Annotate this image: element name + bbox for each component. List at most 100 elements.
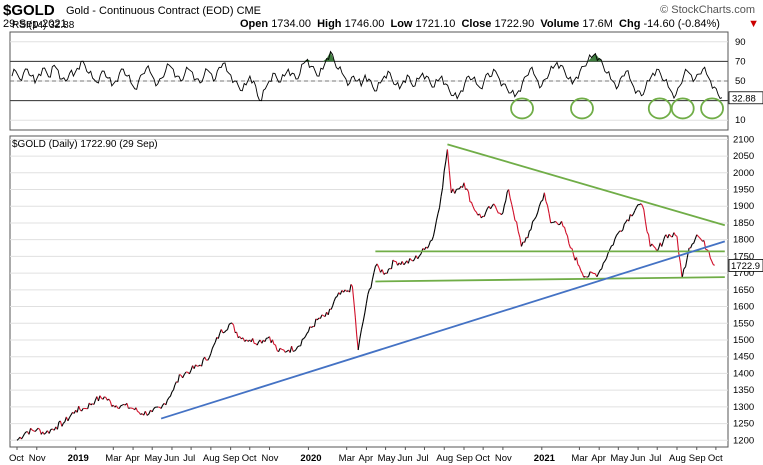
price-segment bbox=[581, 273, 585, 278]
price-segment bbox=[213, 341, 216, 346]
price-segment bbox=[168, 395, 171, 399]
price-segment bbox=[475, 211, 479, 216]
volume-value: 17.6M bbox=[582, 18, 613, 30]
price-segment bbox=[37, 427, 41, 430]
price-tick-label: 1850 bbox=[733, 218, 754, 229]
price-segment bbox=[93, 400, 96, 405]
price-segment bbox=[711, 260, 714, 265]
price-segment bbox=[678, 252, 681, 263]
price-segment bbox=[228, 322, 231, 325]
price-segment bbox=[104, 396, 107, 398]
price-segment bbox=[604, 258, 607, 262]
price-segment bbox=[443, 161, 447, 172]
price-segment bbox=[346, 290, 349, 292]
x-tick-label: Sep bbox=[689, 453, 706, 464]
price-segment bbox=[371, 272, 375, 280]
price-segment bbox=[555, 220, 558, 224]
price-segment bbox=[480, 215, 484, 219]
price-segment bbox=[640, 203, 643, 206]
price-segment bbox=[108, 398, 111, 402]
price-current-box bbox=[728, 259, 763, 272]
x-tick-label: 2021 bbox=[534, 453, 556, 464]
close-value: 1722.90 bbox=[494, 18, 535, 30]
price-segment bbox=[440, 187, 444, 197]
price-segment bbox=[643, 209, 646, 222]
price-segment bbox=[694, 234, 698, 240]
price-tick-label: 1750 bbox=[733, 251, 754, 262]
price-segment bbox=[519, 237, 522, 247]
price-segment bbox=[679, 262, 683, 279]
price-segment bbox=[118, 405, 122, 409]
price-segment bbox=[22, 433, 25, 437]
price-segment bbox=[102, 396, 105, 400]
x-tick-label: 2019 bbox=[68, 453, 89, 464]
price-segment bbox=[244, 339, 247, 342]
price-segment bbox=[297, 345, 300, 348]
price-segment bbox=[683, 266, 687, 270]
price-segment bbox=[43, 432, 47, 435]
price-segment bbox=[548, 213, 552, 223]
quote-date: 29-Sep-2021 bbox=[3, 18, 67, 30]
price-segment bbox=[465, 188, 468, 191]
price-segment bbox=[78, 405, 81, 410]
price-segment bbox=[611, 244, 614, 247]
price-tick-label: 2000 bbox=[733, 168, 754, 179]
x-tick-label: Oct bbox=[242, 453, 257, 464]
price-segment bbox=[222, 331, 225, 334]
price-segment bbox=[566, 235, 570, 245]
price-segment bbox=[220, 329, 224, 334]
price-segment bbox=[599, 268, 603, 271]
price-segment bbox=[319, 314, 323, 319]
x-tick-label: Sep bbox=[456, 453, 473, 464]
price-segment bbox=[226, 324, 230, 330]
price-segment bbox=[309, 326, 312, 328]
price-segment bbox=[56, 421, 60, 430]
price-segment bbox=[511, 204, 514, 213]
price-segment bbox=[434, 220, 438, 230]
price-segment bbox=[381, 269, 385, 275]
close-x-icon[interactable]: ▼ bbox=[748, 18, 759, 30]
price-segment bbox=[456, 188, 459, 191]
price-segment bbox=[242, 337, 246, 342]
price-segment bbox=[553, 220, 556, 223]
price-segment bbox=[121, 403, 125, 406]
x-tick-label: May bbox=[610, 453, 628, 464]
rsi-tick-label: 70 bbox=[735, 56, 746, 67]
price-segment bbox=[430, 239, 433, 242]
price-segment bbox=[313, 318, 317, 327]
price-segment bbox=[188, 369, 192, 375]
price-segment bbox=[438, 196, 442, 208]
price-segment bbox=[195, 364, 198, 367]
price-segment bbox=[369, 287, 372, 290]
rsi-tick-label: 10 bbox=[735, 115, 746, 126]
price-segment bbox=[463, 182, 467, 190]
price-segment bbox=[144, 410, 148, 416]
price-segment bbox=[354, 317, 358, 335]
price-segment bbox=[620, 229, 624, 232]
price-segment bbox=[514, 219, 517, 223]
price-segment bbox=[667, 234, 670, 239]
price-segment bbox=[120, 404, 123, 407]
x-tick-label: Mar bbox=[105, 453, 121, 464]
price-tick-label: 1950 bbox=[733, 185, 754, 196]
price-segment bbox=[274, 344, 278, 351]
price-segment bbox=[351, 286, 355, 303]
price-segment bbox=[612, 238, 616, 246]
price-segment bbox=[390, 259, 394, 269]
price-tick-label: 1300 bbox=[733, 402, 754, 413]
price-segment bbox=[410, 259, 414, 262]
x-tick-label: Jun bbox=[397, 453, 412, 464]
chg-value: -14.60 (-0.84%) bbox=[643, 18, 720, 30]
price-segment bbox=[353, 301, 356, 318]
price-tick-label: 1800 bbox=[733, 235, 754, 246]
price-segment bbox=[696, 234, 699, 237]
price-segment bbox=[403, 262, 406, 266]
price-segment bbox=[675, 234, 678, 237]
price-segment bbox=[179, 373, 182, 376]
price-segment bbox=[198, 364, 201, 367]
price-segment bbox=[565, 232, 568, 237]
x-tick-label: Aug bbox=[203, 453, 220, 464]
price-segment bbox=[201, 359, 204, 367]
price-tick-label: 2100 bbox=[733, 134, 754, 145]
